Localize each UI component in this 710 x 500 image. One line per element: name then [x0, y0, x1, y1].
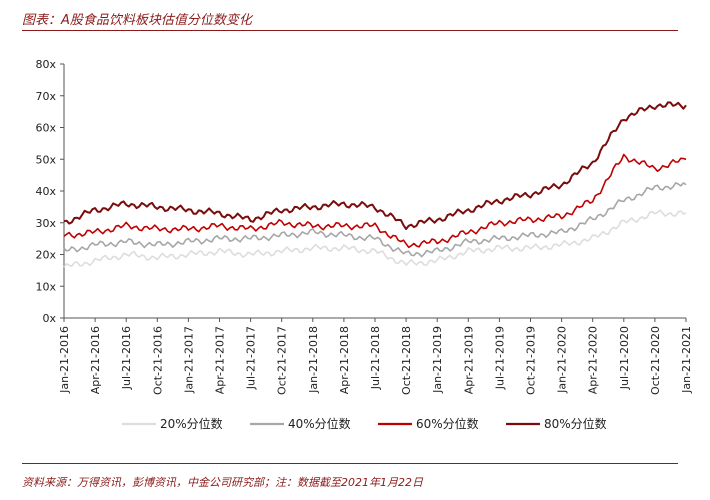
legend-label: 40%分位数	[288, 416, 351, 431]
x-tick-label: Jul-21-2018	[369, 326, 382, 390]
y-tick-label: 50x	[35, 153, 56, 166]
title-divider	[22, 30, 678, 31]
x-tick-label: Jan-21-2020	[556, 326, 569, 394]
x-tick-label: Oct-21-2016	[151, 326, 164, 395]
y-tick-label: 60x	[35, 122, 56, 135]
y-tick-label: 40x	[35, 185, 56, 198]
legend: 20%分位数 40%分位数 60%分位数 80%分位数	[122, 416, 607, 431]
axes: 0x 10x 20x 30x 40x 50x 60x 70x 80x Jan-21-2016 Apr…	[35, 58, 693, 395]
x-tick-label: Jan-21-2018	[307, 326, 320, 394]
source-note: 资料来源：万得资讯，彭博资讯，中金公司研究部；注：数据截至2021年1月22日	[22, 476, 423, 489]
x-tick-label: Apr-21-2018	[338, 326, 351, 394]
x-tick-label: Jan-21-2017	[182, 326, 195, 394]
x-tick-label: Jan-21-2019	[431, 326, 444, 394]
x-tick-label: Jul-21-2019	[493, 326, 506, 390]
series-line-4	[63, 101, 687, 230]
source-divider	[22, 463, 678, 464]
line-chart: 0x 10x 20x 30x 40x 50x 60x 70x 80x Jan-21-2016 Apr…	[35, 58, 693, 431]
y-tick-label: 20x	[35, 249, 56, 262]
x-tick-label: Apr-21-2020	[587, 326, 600, 394]
x-tick-label: Jan-21-2016	[58, 326, 71, 394]
x-tick-label: Oct-21-2018	[400, 326, 413, 395]
x-tick-label: Jul-21-2020	[618, 326, 631, 390]
y-tick-label: 30x	[35, 217, 56, 230]
series-lines	[63, 101, 687, 268]
x-tick-label: Jan-21-2021	[680, 326, 693, 394]
y-tick-label: 10x	[35, 280, 56, 293]
page-title: 图表：A股食品饮料板块估值分位数变化	[22, 13, 252, 28]
legend-label: 60%分位数	[416, 416, 479, 431]
y-tick-label: 70x	[35, 90, 56, 103]
series-line-3	[63, 153, 687, 249]
x-tick-label: Jul-21-2016	[120, 326, 133, 390]
x-tick-label: Oct-21-2017	[276, 326, 289, 395]
series-line-2	[63, 182, 687, 258]
x-tick-label: Apr-21-2019	[462, 326, 475, 394]
x-tick-label: Oct-21-2020	[649, 326, 662, 395]
legend-label: 80%分位数	[544, 416, 607, 431]
y-tick-label: 80x	[35, 58, 56, 71]
x-tick-label: Apr-21-2016	[89, 326, 102, 394]
y-tick-label: 0x	[42, 312, 56, 325]
x-tick-label: Jul-21-2017	[245, 326, 258, 390]
legend-label: 20%分位数	[160, 416, 223, 431]
x-tick-label: Apr-21-2017	[214, 326, 227, 394]
x-tick-label: Oct-21-2019	[525, 326, 538, 395]
series-line-1	[63, 209, 687, 268]
